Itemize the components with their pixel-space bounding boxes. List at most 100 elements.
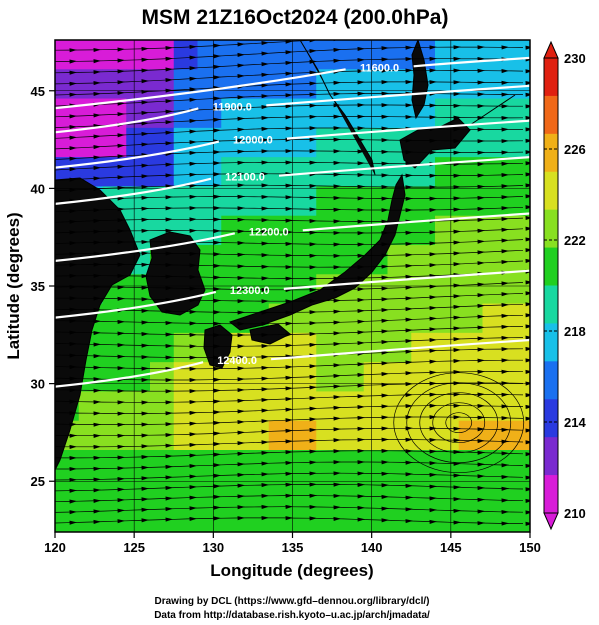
heat-cell bbox=[150, 98, 175, 129]
streamline-arrow bbox=[357, 208, 365, 213]
streamline-arrow bbox=[453, 80, 461, 85]
streamline-arrow bbox=[237, 149, 245, 154]
streamline-arrow bbox=[405, 483, 413, 489]
streamline-arrow bbox=[357, 437, 365, 442]
streamline-arrow bbox=[357, 383, 365, 388]
streamline-arrow bbox=[237, 194, 245, 199]
streamline-arrow bbox=[213, 494, 221, 500]
streamline-arrow bbox=[93, 144, 101, 150]
streamline-arrow bbox=[285, 82, 293, 87]
streamline-arrow bbox=[453, 150, 461, 155]
streamline-arrow bbox=[213, 107, 221, 112]
streamline-arrow bbox=[189, 453, 197, 458]
streamline-arrow bbox=[405, 173, 413, 178]
streamline-arrow bbox=[213, 217, 221, 222]
heat-cell bbox=[411, 186, 436, 217]
streamline-arrow bbox=[453, 251, 461, 256]
streamline-arrow bbox=[261, 62, 269, 67]
heat-cell bbox=[387, 245, 412, 275]
heat-cell bbox=[126, 450, 151, 480]
streamline-arrow bbox=[405, 460, 413, 465]
streamline-arrow bbox=[309, 460, 317, 465]
streamline-arrow bbox=[357, 149, 365, 154]
streamline-arrow bbox=[141, 79, 149, 84]
streamline-arrow bbox=[525, 487, 530, 492]
heat-cell bbox=[316, 303, 341, 334]
height-contours: 11600.0 11900.0 12000.0 12100.0 12200.0 12300… bbox=[55, 56, 530, 388]
streamline-arrow bbox=[93, 208, 101, 213]
streamline-arrow bbox=[477, 184, 485, 189]
streamline-arrow bbox=[405, 196, 413, 201]
streamline-arrow bbox=[93, 509, 101, 514]
streamline-arrow bbox=[141, 389, 149, 394]
streamline-arrow bbox=[477, 450, 485, 455]
streamline-arrow bbox=[237, 451, 245, 456]
streamline-arrow bbox=[525, 69, 530, 74]
streamline-arrow bbox=[117, 196, 125, 201]
heat-cell bbox=[316, 508, 341, 532]
streamline-arrow bbox=[69, 262, 77, 267]
heat-cell bbox=[458, 508, 483, 532]
heat-cell bbox=[316, 420, 341, 451]
streamline-arrow bbox=[501, 281, 509, 286]
heat-cell bbox=[506, 157, 530, 187]
streamline-arrow bbox=[477, 206, 485, 212]
streamline-arrow bbox=[429, 496, 437, 501]
streamline-arrow bbox=[309, 265, 317, 270]
heat-cell bbox=[340, 40, 365, 70]
streamline-arrow bbox=[261, 376, 269, 381]
heat-cell bbox=[102, 362, 127, 392]
streamline-arrow bbox=[309, 516, 317, 521]
streamline-arrow bbox=[501, 195, 509, 200]
streamline-arrow bbox=[357, 298, 365, 303]
streamline-arrow bbox=[429, 484, 437, 489]
streamline-arrow bbox=[381, 448, 389, 454]
streamline-arrow bbox=[141, 507, 149, 512]
streamline-swirl bbox=[445, 412, 473, 434]
streamline-arrow bbox=[93, 365, 101, 370]
streamline-arrow bbox=[357, 91, 365, 96]
colorbar-segment bbox=[544, 171, 558, 211]
streamline-arrow bbox=[117, 343, 125, 348]
y-tick-label: 30 bbox=[31, 377, 45, 392]
streamline-arrow bbox=[285, 516, 293, 521]
streamline-arrow bbox=[141, 285, 149, 290]
streamline-arrow bbox=[261, 126, 269, 132]
streamline-arrow bbox=[213, 298, 221, 303]
streamline-arrow bbox=[525, 404, 530, 410]
heat-cell bbox=[197, 391, 222, 422]
streamline-arrow bbox=[117, 229, 125, 234]
streamline-arrow bbox=[381, 415, 389, 420]
streamline-arrow bbox=[285, 504, 293, 509]
streamline-arrow bbox=[525, 194, 530, 199]
streamline-arrow bbox=[165, 141, 173, 146]
streamline-arrow bbox=[333, 172, 341, 177]
streamline-arrow bbox=[237, 321, 245, 327]
streamline-arrow bbox=[189, 332, 197, 338]
heat-cell bbox=[292, 245, 317, 275]
heat-cell bbox=[435, 40, 460, 70]
streamline-arrow bbox=[117, 164, 125, 169]
streamline-arrow bbox=[429, 230, 437, 235]
contour-line bbox=[55, 338, 530, 388]
heat-cell bbox=[292, 40, 317, 70]
streamline-arrow bbox=[237, 241, 245, 246]
streamline-arrow bbox=[381, 185, 389, 190]
heat-cell bbox=[506, 127, 530, 158]
heat-cell bbox=[482, 479, 507, 510]
heat-cell bbox=[126, 479, 151, 510]
heat-cell bbox=[55, 40, 80, 70]
heat-cell bbox=[197, 40, 222, 70]
streamline-arrow bbox=[237, 127, 245, 132]
streamline-arrow bbox=[405, 263, 413, 269]
streamline-arrow bbox=[69, 241, 77, 246]
streamline-arrow bbox=[333, 207, 341, 212]
streamline-arrow bbox=[69, 456, 77, 461]
streamline-arrow bbox=[405, 404, 413, 409]
streamline-arrow bbox=[213, 410, 221, 415]
heat-cell bbox=[150, 508, 175, 532]
streamline-arrow bbox=[189, 355, 197, 360]
contour-label: 11600.0 bbox=[360, 62, 399, 74]
heat-cell bbox=[126, 508, 151, 532]
